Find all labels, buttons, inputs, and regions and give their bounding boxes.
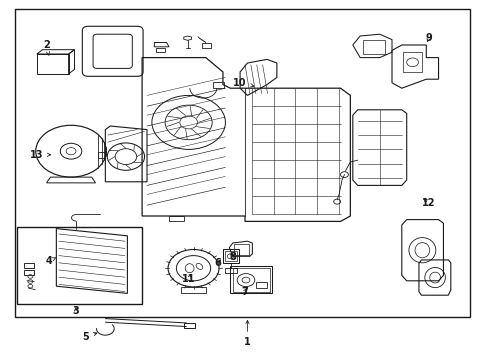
Bar <box>233 268 270 292</box>
Bar <box>363 40 385 54</box>
Text: 7: 7 <box>242 287 248 297</box>
Text: 12: 12 <box>422 198 436 208</box>
Text: 10: 10 <box>233 78 254 88</box>
Bar <box>403 52 422 72</box>
Bar <box>24 270 34 275</box>
Text: 3: 3 <box>73 306 79 316</box>
Bar <box>37 54 69 74</box>
Bar <box>230 266 272 293</box>
Bar <box>15 9 470 317</box>
Bar <box>225 268 237 273</box>
Text: 6: 6 <box>215 258 221 268</box>
Text: 5: 5 <box>82 332 97 342</box>
Bar <box>156 48 165 52</box>
Text: 9: 9 <box>425 33 432 43</box>
Bar <box>184 323 195 328</box>
Bar <box>223 249 239 263</box>
Bar <box>98 152 105 158</box>
Bar <box>225 251 237 261</box>
Text: 13: 13 <box>30 150 50 160</box>
Text: 2: 2 <box>43 40 50 55</box>
Bar <box>213 82 224 88</box>
Bar <box>169 216 184 221</box>
Text: 11: 11 <box>182 274 196 284</box>
Bar <box>17 227 142 304</box>
Bar <box>256 282 267 288</box>
Text: 4: 4 <box>46 256 56 266</box>
Bar <box>202 43 211 48</box>
Text: 1: 1 <box>244 320 251 347</box>
Bar <box>24 263 34 268</box>
Text: 8: 8 <box>229 252 236 262</box>
Bar <box>234 244 249 255</box>
